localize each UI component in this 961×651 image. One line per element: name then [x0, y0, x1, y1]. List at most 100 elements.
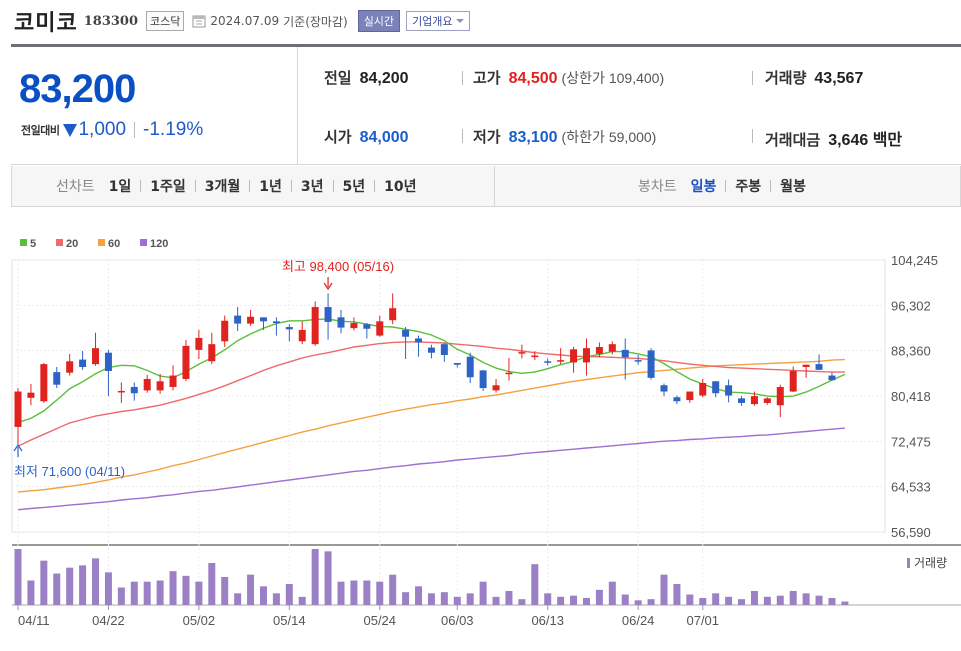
ma20-line	[17, 341, 845, 447]
candle-body	[389, 308, 397, 321]
volume-bar	[427, 593, 435, 605]
y-tick-label: 96,302	[891, 298, 931, 313]
volume-bar	[634, 600, 642, 605]
line-option-1w[interactable]: 1주일	[150, 179, 186, 195]
candle-option-weekly[interactable]: 주봉	[735, 179, 762, 195]
high-value: 84,500	[508, 70, 558, 87]
candle-body	[169, 375, 177, 387]
volume-bar	[324, 551, 332, 605]
down-arrow-icon	[63, 123, 78, 137]
volume-bar	[311, 549, 319, 605]
volume-bar	[531, 564, 539, 605]
candle-body	[479, 370, 487, 389]
volume-bar	[376, 581, 384, 605]
stock-candlestick-chart[interactable]: 104,245 96,302 88,360 80,418 72,475 64,533 56,…	[0, 225, 961, 651]
candle-body	[208, 344, 216, 362]
candle-body	[259, 317, 267, 322]
candle-body	[776, 386, 784, 406]
volume-bar	[195, 581, 203, 605]
line-option-3m[interactable]: 3개월	[204, 179, 241, 195]
prev-close-value: 84,200	[359, 70, 409, 87]
amount-label: 거래대금	[765, 131, 821, 149]
ma120-line	[17, 427, 845, 511]
candle-body	[311, 307, 319, 345]
change-label: 전일대비	[21, 124, 60, 137]
candle-body	[531, 355, 539, 358]
candle-body	[27, 392, 35, 398]
x-tick-label: 05/24	[363, 613, 396, 628]
volume-bar	[92, 558, 100, 605]
x-tick-label: 04/11	[18, 613, 50, 628]
candle-option-daily[interactable]: 일봉	[690, 179, 717, 195]
stat-high: 고가 84,500 (상한가 109,400)	[473, 67, 664, 88]
volume-bar	[14, 549, 22, 605]
candle-body	[130, 386, 138, 394]
stock-header: 코미코 183300 코스닥 2024.07.09 기준(장마감) 실시간 기업…	[14, 6, 960, 36]
change-row: 전일대비 1,000 -1.19%	[21, 119, 203, 141]
volume-bar	[182, 575, 190, 605]
line-option-1d[interactable]: 1일	[108, 179, 132, 195]
line-option-5y[interactable]: 5년	[342, 179, 366, 195]
volume-bar	[725, 596, 733, 605]
y-tick-label: 88,360	[891, 344, 931, 359]
toolbar-divider	[194, 180, 196, 192]
low-arrow-head	[13, 443, 23, 452]
candle-chart-options: 봉차트 일봉 주봉 월봉	[496, 166, 961, 206]
volume-bar	[285, 584, 293, 605]
candle-body	[285, 327, 293, 330]
y-tick-label: 72,475	[891, 434, 931, 449]
toolbar-divider	[770, 180, 772, 192]
volume-bar	[104, 572, 112, 605]
candle-body	[117, 390, 125, 393]
candle-body	[415, 338, 423, 343]
volume-bar	[247, 574, 255, 605]
volume-bar	[712, 593, 720, 605]
line-option-10y[interactable]: 10년	[384, 179, 417, 195]
volume-bar	[699, 598, 707, 605]
change-value: 1,000	[78, 119, 127, 140]
candle-body	[634, 360, 642, 362]
volume-bar	[660, 574, 668, 605]
toolbar-divider	[332, 180, 334, 192]
line-option-3y[interactable]: 3년	[300, 179, 324, 195]
candle-body	[789, 370, 797, 392]
candle-option-monthly[interactable]: 월봉	[780, 179, 806, 195]
x-tick-label: 04/22	[92, 613, 125, 628]
candle-body	[699, 382, 707, 396]
x-tick-label: 05/14	[273, 613, 306, 628]
realtime-button[interactable]: 실시간	[357, 10, 401, 32]
volume-bar	[221, 577, 229, 605]
high-arrow-head	[323, 282, 333, 291]
volume-bar	[272, 593, 280, 605]
ma-legend-label: 5	[30, 238, 36, 250]
volume-bar	[828, 598, 836, 605]
company-overview-button[interactable]: 기업개요	[406, 11, 470, 31]
candle-body	[815, 364, 823, 370]
y-tick-label: 64,533	[891, 480, 931, 495]
toolbar-divider	[290, 180, 292, 192]
volume-bar	[169, 571, 177, 605]
volume-bar	[337, 581, 345, 605]
candle-body	[156, 381, 164, 391]
candle-body	[272, 321, 280, 324]
line-option-1y[interactable]: 1년	[259, 179, 282, 195]
toolbar-divider	[374, 180, 376, 192]
candle-body	[440, 344, 448, 356]
candle-body	[298, 329, 306, 342]
amount-value: 3,646 백만	[828, 132, 903, 149]
volume-label: 거래량	[765, 69, 807, 87]
candle-body	[350, 323, 358, 329]
volume-bar	[621, 594, 629, 605]
candle-body	[53, 372, 61, 385]
stat-divider	[752, 71, 753, 85]
volume-bar	[505, 591, 513, 605]
stat-divider	[752, 129, 753, 143]
x-tick-label: 06/03	[441, 613, 474, 628]
candle-body	[686, 391, 694, 401]
candle-body	[466, 356, 474, 378]
ma-legend-swatch	[140, 239, 147, 246]
candle-body	[182, 345, 190, 379]
y-tick-label: 80,418	[891, 389, 931, 404]
ma-legend-label: 20	[66, 238, 78, 250]
candle-chart-title: 봉차트	[638, 179, 677, 195]
